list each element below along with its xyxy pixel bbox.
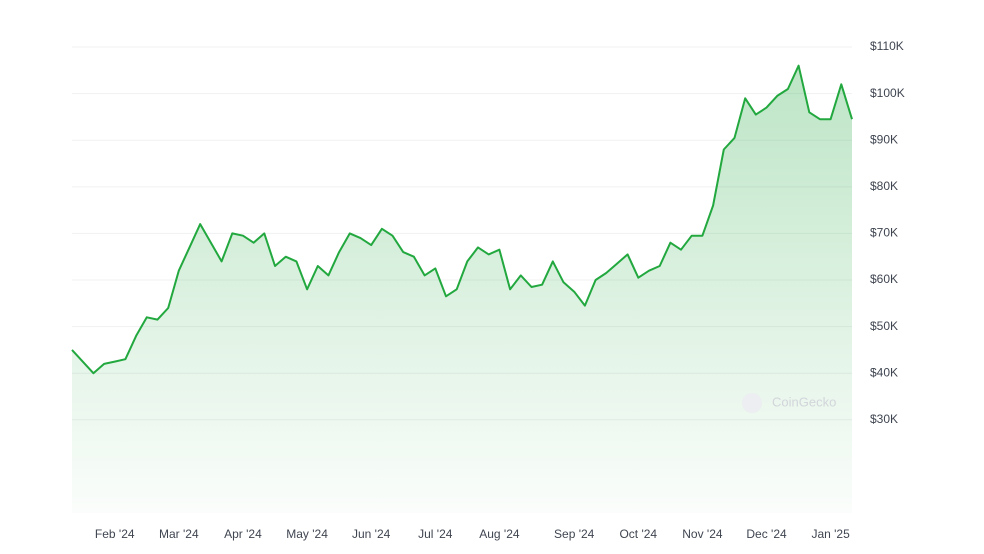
x-tick-label: Apr '24 (224, 527, 262, 541)
y-tick-label: $40K (870, 365, 898, 379)
y-tick-label: $100K (870, 86, 905, 100)
grid: $30K $40K $50K $60K $70K $80K $90K $100K $110K Fe… (72, 39, 905, 541)
x-tick-label: Feb '24 (95, 527, 135, 541)
x-tick-label: Oct '24 (619, 527, 657, 541)
x-tick-label: Nov '24 (682, 527, 723, 541)
y-tick-label: $30K (870, 412, 898, 426)
x-tick-label: Mar '24 (159, 527, 199, 541)
y-tick-label: $60K (870, 272, 898, 286)
x-tick-label: Dec '24 (746, 527, 787, 541)
x-tick-label: Jul '24 (418, 527, 453, 541)
x-tick-label: May '24 (286, 527, 328, 541)
watermark-logo (742, 393, 762, 413)
area-fill (72, 65, 852, 513)
watermark: CoinGecko (772, 394, 836, 409)
price-line (71, 64, 853, 375)
x-tick-label: Jun '24 (352, 527, 391, 541)
x-tick-label: Jan '25 (811, 527, 850, 541)
x-tick-label: Aug '24 (479, 527, 520, 541)
y-tick-label: $50K (870, 319, 898, 333)
y-tick-label: $70K (870, 226, 898, 240)
plot (71, 64, 853, 513)
y-tick-label: $90K (870, 132, 898, 146)
y-tick-label: $110K (870, 39, 904, 53)
x-tick-label: Sep '24 (554, 527, 595, 541)
y-tick-label: $80K (870, 179, 898, 193)
